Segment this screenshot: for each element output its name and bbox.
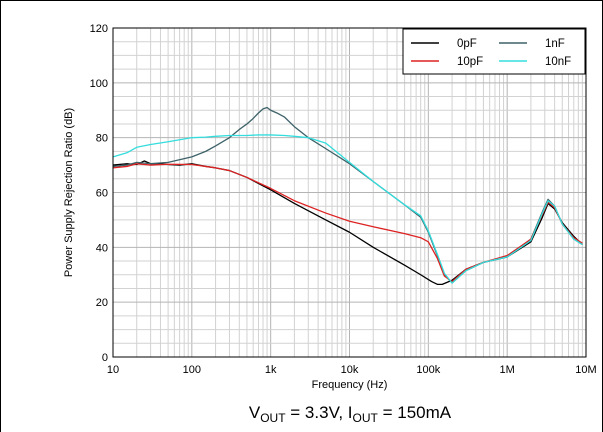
y-axis-tick-labels: 0 20 40 60 80 100 120 [90, 23, 108, 364]
x-tick-label: 10k [341, 364, 359, 376]
x-tick-label: 10M [575, 364, 596, 376]
chart-grid [113, 28, 586, 357]
y-tick-label: 80 [96, 133, 108, 145]
x-tick-label: 10 [107, 364, 119, 376]
legend-label: 1nF [545, 38, 565, 50]
y-tick-label: 40 [96, 242, 108, 254]
legend-label: 0pF [457, 38, 477, 50]
caption-i-subscript: OUT [353, 411, 379, 425]
x-axis-tick-labels: 10 100 1k 10k 100k 1M 10M [107, 364, 597, 376]
y-tick-label: 100 [90, 78, 108, 90]
x-tick-label: 100 [183, 364, 201, 376]
x-axis-title: Frequency (Hz) [312, 379, 388, 391]
series-line-0pf [113, 161, 582, 284]
series-line-1nf [113, 108, 582, 283]
y-tick-label: 60 [96, 188, 108, 200]
chart-legend: 0pF 1nF 10pF 10nF [403, 29, 585, 74]
chart-caption: VOUT = 3.3V, IOUT = 150mA [249, 403, 452, 425]
y-tick-label: 0 [102, 352, 108, 364]
chart-series-layer [113, 108, 582, 285]
caption-v-symbol: V [249, 403, 261, 422]
x-tick-label: 1k [265, 364, 277, 376]
series-line-10pf [113, 164, 582, 282]
x-tick-label: 1M [500, 364, 515, 376]
x-tick-label: 100k [416, 364, 440, 376]
y-tick-label: 120 [90, 23, 108, 35]
legend-label: 10nF [545, 56, 571, 68]
caption-i-value: = 150mA [378, 403, 452, 422]
caption-v-value: = 3.3V, I [286, 403, 353, 422]
y-tick-label: 20 [96, 297, 108, 309]
caption-v-subscript: OUT [260, 411, 286, 425]
y-axis-title: Power Supply Rejection Ratio (dB) [63, 108, 75, 277]
legend-label: 10pF [457, 56, 483, 68]
